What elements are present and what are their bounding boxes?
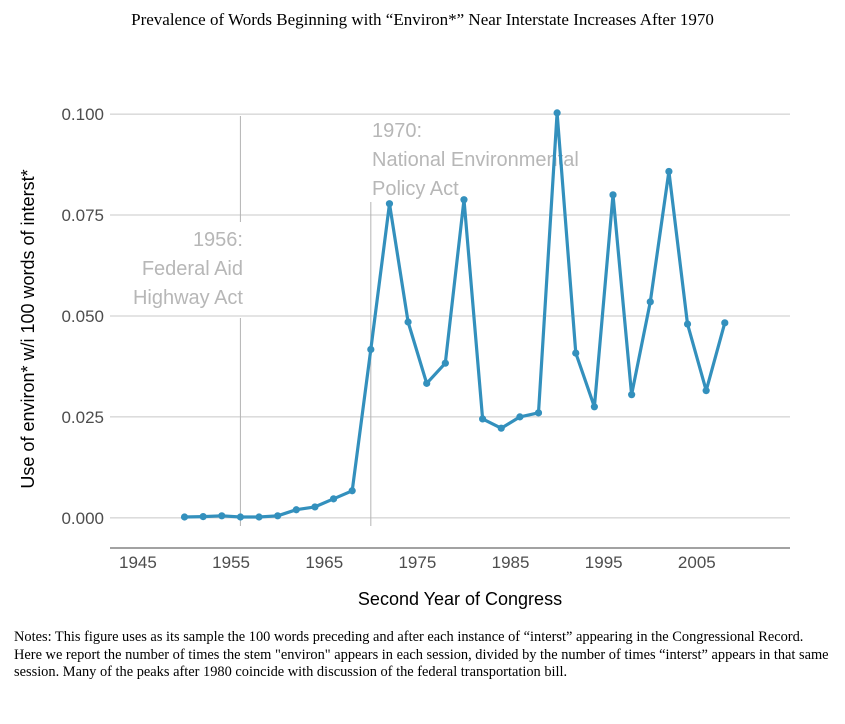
annotation-1956-text: Federal Aid <box>142 258 243 280</box>
data-point <box>329 495 338 503</box>
annotation-1970-text: 1970: <box>372 120 422 142</box>
data-point <box>646 298 654 306</box>
data-point <box>348 487 356 495</box>
x-tick-label: 2005 <box>678 553 716 572</box>
data-point <box>479 415 487 423</box>
data-point <box>274 512 282 520</box>
data-point <box>497 424 505 432</box>
data-point <box>236 513 245 521</box>
data-point <box>180 513 189 521</box>
line-chart: 0.000 0.025 0.050 0.075 0.100 1945 1955 1965 197… <box>18 105 790 609</box>
data-point <box>404 318 412 326</box>
x-tick-label: 1995 <box>585 553 623 572</box>
chart-notes: Notes: This figure uses as its sample th… <box>14 629 829 680</box>
data-point <box>311 503 319 511</box>
x-tick-label: 1955 <box>212 553 250 572</box>
x-tick-label: 1965 <box>305 553 343 572</box>
annotation-1956-text: Highway Act <box>133 287 243 309</box>
chart-title: Prevalence of Words Beginning with “Envi… <box>131 10 714 29</box>
y-tick-label: 0.100 <box>61 105 104 124</box>
data-point <box>516 413 524 421</box>
data-point <box>385 200 394 208</box>
annotation-1970-text: Policy Act <box>372 178 459 200</box>
data-point <box>665 167 673 176</box>
x-tick-label: 1945 <box>119 553 157 572</box>
data-point <box>721 319 729 327</box>
y-tick-label: 0.050 <box>61 307 104 326</box>
data-point <box>590 403 598 411</box>
data-point <box>628 391 636 399</box>
data-point <box>683 320 692 328</box>
y-tick-label: 0.000 <box>61 509 104 528</box>
x-tick-label: 1985 <box>492 553 530 572</box>
y-tick-label: 0.075 <box>61 206 104 225</box>
annotation-1956-text: 1956: <box>193 229 243 251</box>
x-axis-title: Second Year of Congress <box>358 589 562 609</box>
annotation-1970-text: National Environmental <box>372 149 579 171</box>
data-point <box>702 387 710 395</box>
y-axis-title: Use of environ* w/i 100 words of interst… <box>18 169 38 488</box>
series-line <box>184 111 727 519</box>
data-point <box>423 379 431 387</box>
data-point <box>199 513 207 521</box>
data-point <box>534 409 543 417</box>
data-point <box>441 359 449 367</box>
data-point <box>218 512 226 520</box>
data-point <box>609 191 617 199</box>
data-point <box>572 349 580 357</box>
data-point <box>367 345 375 354</box>
data-point <box>255 513 263 521</box>
x-tick-label: 1975 <box>398 553 436 572</box>
data-point <box>553 109 561 117</box>
y-tick-label: 0.025 <box>61 408 104 427</box>
data-point <box>292 506 300 514</box>
data-point <box>460 196 468 204</box>
